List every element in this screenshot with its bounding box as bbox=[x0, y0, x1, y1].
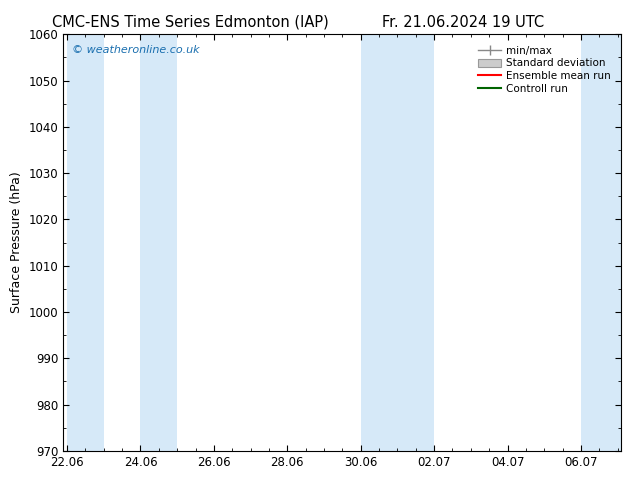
Legend: min/max, Standard deviation, Ensemble mean run, Controll run: min/max, Standard deviation, Ensemble me… bbox=[476, 44, 613, 96]
Bar bbox=[141, 34, 177, 451]
Text: Fr. 21.06.2024 19 UTC: Fr. 21.06.2024 19 UTC bbox=[382, 15, 544, 30]
Text: © weatheronline.co.uk: © weatheronline.co.uk bbox=[72, 45, 200, 55]
Y-axis label: Surface Pressure (hPa): Surface Pressure (hPa) bbox=[10, 172, 23, 314]
Text: CMC-ENS Time Series Edmonton (IAP): CMC-ENS Time Series Edmonton (IAP) bbox=[52, 15, 328, 30]
Bar bbox=[361, 34, 434, 451]
Bar bbox=[67, 34, 104, 451]
Bar bbox=[581, 34, 621, 451]
